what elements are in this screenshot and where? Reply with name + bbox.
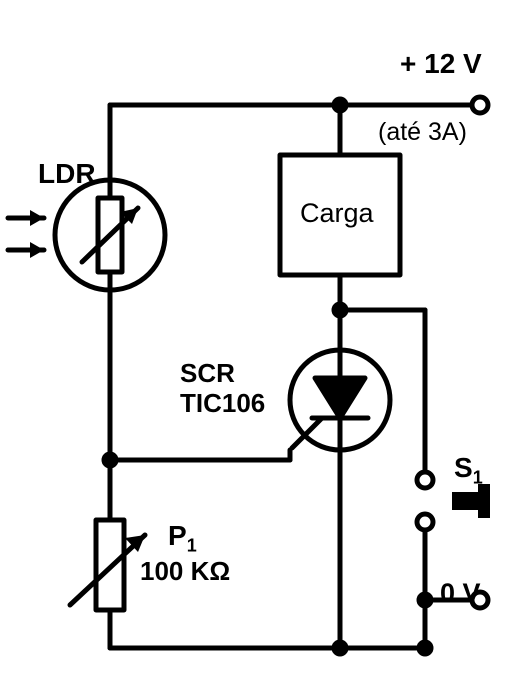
label-switch: S1 — [454, 452, 483, 489]
switch-sub: 1 — [473, 468, 483, 488]
label-12v: + 12 V — [400, 48, 482, 80]
label-current: (até 3A) — [378, 118, 467, 147]
s1-actuator — [452, 484, 490, 518]
s1-contact-top — [417, 472, 433, 488]
label-pot-value: 100 KΩ — [140, 556, 230, 587]
label-ldr: LDR — [38, 158, 96, 190]
ldr-light-arrows — [8, 210, 44, 258]
label-load: Carga — [300, 198, 374, 229]
terminal-12v — [472, 97, 488, 113]
label-scr2: TIC106 — [180, 388, 265, 419]
node-0v-tap — [419, 594, 431, 606]
switch-letter: S — [454, 452, 473, 483]
label-scr1: SCR — [180, 358, 235, 389]
label-0v: 0 V — [440, 578, 481, 609]
label-pot: P1 — [168, 520, 197, 557]
pot-letter: P — [168, 520, 187, 551]
pot-sub: 1 — [187, 536, 197, 556]
s1-contact-bot — [417, 514, 433, 530]
